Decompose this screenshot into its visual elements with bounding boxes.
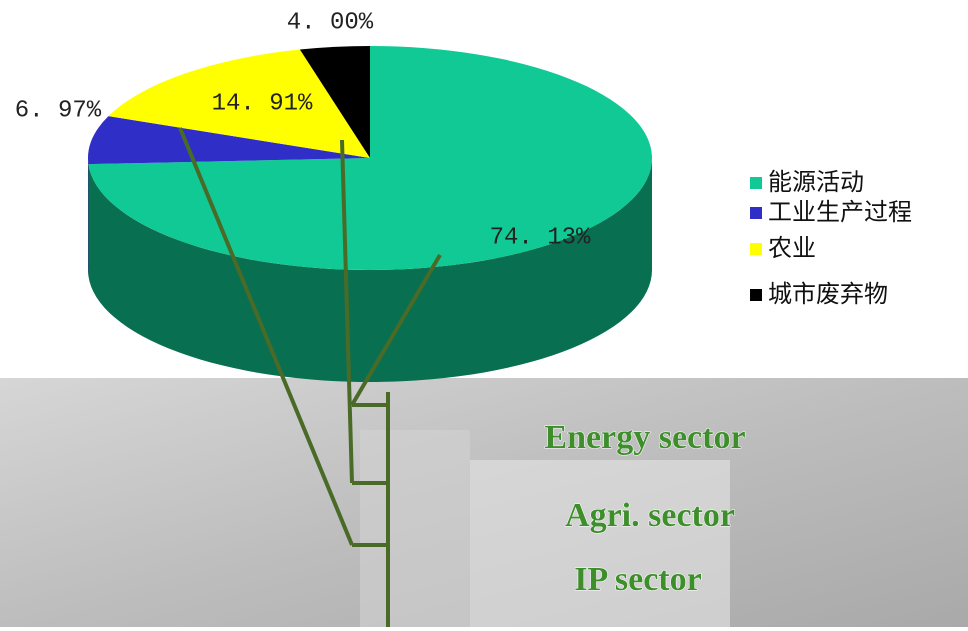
value-label: 4. 00% bbox=[287, 9, 374, 36]
value-label: 6. 97% bbox=[15, 97, 102, 124]
legend-label: 农业 bbox=[768, 234, 816, 262]
pie bbox=[88, 46, 652, 382]
annotation: Agri. sector bbox=[565, 497, 735, 534]
legend-swatch bbox=[750, 289, 762, 301]
value-label: 14. 91% bbox=[212, 90, 313, 117]
annotation: IP sector bbox=[574, 561, 701, 598]
legend-label: 能源活动 bbox=[768, 168, 864, 196]
annotation: Energy sector bbox=[544, 419, 745, 456]
chart: Energy sector Agri. sector IP sector 74.… bbox=[0, 0, 968, 627]
value-label: 74. 13% bbox=[490, 224, 591, 251]
legend-swatch bbox=[750, 243, 762, 255]
building bbox=[360, 430, 470, 627]
legend-label: 工业生产过程 bbox=[768, 198, 912, 226]
legend-label: 城市废弃物 bbox=[768, 280, 888, 308]
legend-swatch bbox=[750, 177, 762, 189]
legend-swatch bbox=[750, 207, 762, 219]
building bbox=[470, 460, 730, 627]
